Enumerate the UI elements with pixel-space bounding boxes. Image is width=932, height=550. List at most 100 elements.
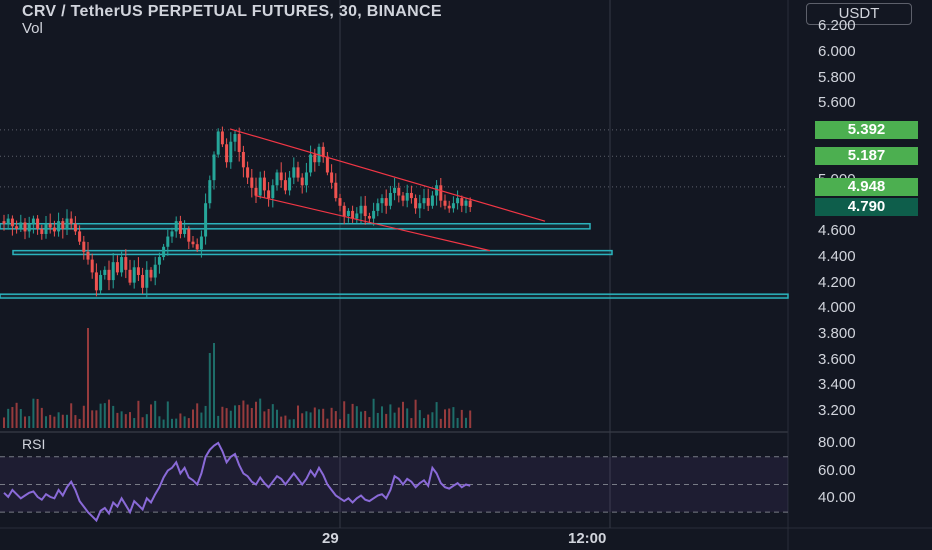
volume-bar xyxy=(3,417,5,428)
candle-body xyxy=(288,177,292,191)
candle-body xyxy=(44,223,48,234)
volume-bar xyxy=(414,399,417,428)
candle-body xyxy=(183,228,187,234)
volume-bar xyxy=(372,398,375,428)
volume-bar xyxy=(213,343,215,428)
volume-bar xyxy=(183,416,186,428)
volume-bar xyxy=(49,414,52,428)
candle-body xyxy=(115,262,119,273)
candle-body xyxy=(52,227,56,232)
candle-body xyxy=(216,131,220,155)
candle-body xyxy=(334,182,338,199)
candle-body xyxy=(409,192,413,199)
candle-body xyxy=(447,205,451,209)
candle-body xyxy=(418,203,422,209)
candle-body xyxy=(313,154,317,163)
rsi-line xyxy=(3,441,471,523)
candle-body xyxy=(367,216,371,219)
candle-body xyxy=(359,205,363,214)
volume-bar xyxy=(389,404,392,428)
volume-bar xyxy=(351,403,354,428)
volume-bar xyxy=(334,411,337,428)
candle-body xyxy=(48,223,52,228)
volume-bar xyxy=(288,419,291,428)
volume-bar xyxy=(61,414,64,428)
candle-body xyxy=(254,187,258,196)
volume-bar xyxy=(166,401,169,428)
price-tick-label: 4.200 xyxy=(818,273,856,291)
candle-body xyxy=(78,231,82,242)
volume-bar xyxy=(322,408,325,428)
volume-bar xyxy=(192,409,194,428)
currency-selector[interactable]: USDT xyxy=(806,3,912,25)
candle-body xyxy=(128,269,132,283)
candle-body xyxy=(468,200,472,208)
volume-bar xyxy=(431,412,434,428)
volume-bar xyxy=(355,406,358,428)
support-zone xyxy=(12,249,613,256)
volume-bar xyxy=(397,407,400,428)
candle-body xyxy=(124,257,128,270)
candle-body xyxy=(111,262,115,281)
price-tick-label: 4.400 xyxy=(818,248,856,266)
volume-bar xyxy=(330,407,333,428)
candle-body xyxy=(351,210,355,219)
price-tick-label: 3.600 xyxy=(818,350,856,368)
candle-body xyxy=(61,221,65,229)
volume-bar xyxy=(297,405,299,428)
candle-body xyxy=(258,177,262,196)
volume-bar xyxy=(200,412,203,428)
candle-body xyxy=(187,228,191,242)
candle-body xyxy=(136,267,140,275)
candle-body xyxy=(141,274,145,288)
candle-body xyxy=(120,257,124,273)
volume-bar xyxy=(271,404,274,428)
candle-body xyxy=(443,200,447,206)
volume-bar xyxy=(204,405,207,428)
candle-body xyxy=(65,218,69,229)
volume-bar xyxy=(242,400,245,428)
volume-bar xyxy=(32,398,35,428)
volume-bar xyxy=(276,409,278,428)
candle-body xyxy=(292,167,296,178)
candle-body xyxy=(149,269,153,278)
volume-bar xyxy=(108,399,110,428)
price-tick-label: 3.200 xyxy=(818,401,856,419)
volume-bar xyxy=(423,418,425,428)
candle-body xyxy=(304,172,308,186)
candle-body xyxy=(6,218,10,224)
rsi-tick-label: 40.00 xyxy=(818,489,856,507)
candle-body xyxy=(90,259,94,273)
volume-bar xyxy=(103,403,106,428)
rsi-tick-label: 60.00 xyxy=(818,461,856,479)
volume-bar xyxy=(305,411,308,428)
candle-body xyxy=(212,154,216,181)
candle-body xyxy=(246,167,250,178)
candle-body xyxy=(405,192,409,201)
volume-bar xyxy=(162,419,165,428)
volume-bar xyxy=(78,418,81,428)
volume-bar xyxy=(402,401,404,428)
volume-bar xyxy=(318,409,320,428)
candle-body xyxy=(15,226,19,229)
volume-bar xyxy=(456,417,459,428)
price-tick-label: 6.000 xyxy=(818,43,856,61)
volume-bar xyxy=(229,410,232,428)
volume-bar xyxy=(24,416,26,428)
candle-body xyxy=(321,146,325,158)
volume-bar xyxy=(53,416,56,428)
volume-bar xyxy=(250,408,253,428)
candle-body xyxy=(355,213,359,219)
candle-body xyxy=(57,221,61,232)
candle-body xyxy=(397,187,401,196)
volume-bar xyxy=(66,414,68,428)
candle-body xyxy=(31,218,35,224)
candle-body xyxy=(283,180,287,191)
volume-bar xyxy=(15,402,18,428)
volume-bar xyxy=(465,417,467,428)
candle-body xyxy=(325,157,329,173)
candle-body xyxy=(384,198,388,206)
volume-bar xyxy=(74,415,77,428)
candle-body xyxy=(132,267,136,283)
